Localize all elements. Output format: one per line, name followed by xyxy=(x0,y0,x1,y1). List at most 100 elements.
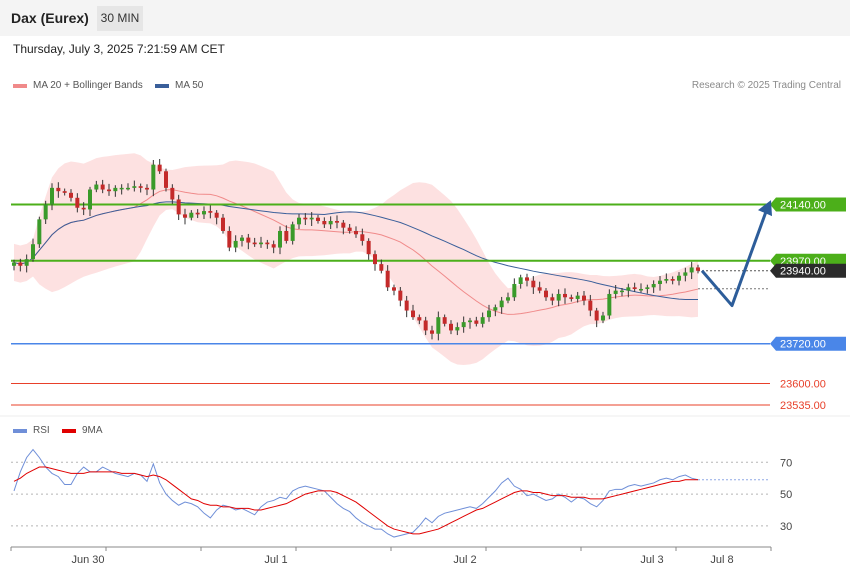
candle-body xyxy=(436,317,441,334)
candle-body xyxy=(449,323,453,331)
candle-body xyxy=(499,300,504,308)
candle-body xyxy=(493,307,498,311)
candle-body xyxy=(69,192,73,198)
candle-body xyxy=(43,204,48,220)
candle-body xyxy=(328,221,333,225)
candle-body xyxy=(113,187,118,192)
candle-body xyxy=(227,230,232,248)
candle-body xyxy=(145,187,149,190)
candle-body xyxy=(240,237,244,241)
candle-body xyxy=(601,315,605,321)
candle-body xyxy=(613,290,618,294)
candle-body xyxy=(632,287,637,289)
candle-body xyxy=(62,191,67,193)
candle-body xyxy=(50,187,54,205)
candle-body xyxy=(594,310,599,321)
candle-body xyxy=(265,242,270,245)
candle-body xyxy=(525,277,529,281)
candle-body xyxy=(544,290,548,298)
candle-body xyxy=(569,297,574,299)
candle-body xyxy=(404,300,409,311)
candle-body xyxy=(575,295,580,299)
candle-body xyxy=(94,184,99,190)
candle-body xyxy=(183,214,187,218)
candle-body xyxy=(550,297,555,301)
candle-body xyxy=(398,290,403,301)
candle-body xyxy=(214,212,219,218)
candle-body xyxy=(626,287,631,291)
candle-body xyxy=(151,164,156,190)
candle-body xyxy=(259,242,263,245)
rsi-line xyxy=(13,448,699,538)
timeframe-button[interactable]: 30 MIN xyxy=(97,6,143,31)
candle-body xyxy=(563,293,567,298)
legend-ma20-bollinger: MA 20 + Bollinger Bands xyxy=(13,80,143,91)
candle-body xyxy=(290,224,295,241)
chart-timestamp: Thursday, July 3, 2025 7:21:59 AM CET xyxy=(13,42,225,56)
candle-body xyxy=(176,199,181,215)
candle-body xyxy=(354,230,358,235)
level-label-24140.00: 24140.00 xyxy=(780,199,826,211)
candle-body xyxy=(138,186,143,188)
candle-body xyxy=(341,222,346,228)
candle-body xyxy=(37,219,42,245)
candle-body xyxy=(474,320,479,324)
candle-body xyxy=(455,327,460,331)
candle-body xyxy=(683,272,688,276)
candle-body xyxy=(132,186,137,188)
candle-body xyxy=(202,211,206,215)
candle-body xyxy=(392,287,396,291)
legend-rsi: RSI xyxy=(13,425,50,436)
candle-body xyxy=(88,189,92,210)
level-tag-23720.00 xyxy=(770,336,846,351)
candle-body xyxy=(119,187,124,190)
rsi-tick-label: 70 xyxy=(780,457,792,469)
candle-body xyxy=(556,293,561,301)
candle-body xyxy=(506,297,510,301)
candle-body xyxy=(461,322,466,328)
candle-body xyxy=(689,267,694,273)
research-attribution: Research © 2025 Trading Central xyxy=(691,80,841,91)
level-label-23535.00: 23535.00 xyxy=(780,400,826,412)
candle-body xyxy=(195,212,200,215)
candle-body xyxy=(423,320,428,331)
legend-label-ma50: MA 50 xyxy=(175,80,204,91)
candle-body xyxy=(100,184,105,190)
candle-body xyxy=(107,189,111,192)
candle-body xyxy=(366,240,371,255)
candle-body xyxy=(385,270,390,288)
candle-body xyxy=(208,211,213,213)
legend-9ma: 9MA xyxy=(62,425,103,436)
candle-body xyxy=(670,279,675,281)
legend-swatch-9ma xyxy=(62,428,76,433)
candle-body xyxy=(696,267,700,271)
candle-body xyxy=(18,262,23,266)
candle-body xyxy=(658,280,662,285)
level-tag-23940.00 xyxy=(770,263,846,278)
candle-body xyxy=(487,310,491,318)
candle-body xyxy=(537,287,542,291)
candle-body xyxy=(81,207,86,210)
candle-body xyxy=(607,293,612,316)
candle-body xyxy=(278,230,282,248)
rsi-tick-label: 30 xyxy=(780,521,792,533)
legend-label-rsi: RSI xyxy=(33,425,50,436)
legend-label-9ma: 9MA xyxy=(82,425,103,436)
candle-body xyxy=(360,234,365,241)
candle-body xyxy=(512,284,517,298)
candle-body xyxy=(468,320,472,323)
candle-body xyxy=(233,240,238,248)
candle-body xyxy=(24,259,29,266)
legend-ma50: MA 50 xyxy=(155,80,203,91)
candle-body xyxy=(347,227,352,231)
x-tick-label-4: Jul 8 xyxy=(710,554,733,566)
chart-header: Dax (Eurex) 30 MIN xyxy=(0,0,850,36)
candle-body xyxy=(31,244,35,260)
level-label-23940.00: 23940.00 xyxy=(780,266,826,278)
rsi-9ma-line xyxy=(13,466,698,535)
candle-body xyxy=(531,280,536,288)
candle-body xyxy=(284,230,289,241)
candle-body xyxy=(588,300,593,311)
candle-body xyxy=(379,264,384,271)
